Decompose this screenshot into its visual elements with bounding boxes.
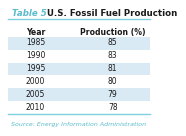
Text: 83: 83: [108, 51, 118, 60]
Text: Table 5: Table 5: [12, 9, 47, 18]
FancyBboxPatch shape: [8, 63, 150, 75]
Text: 2005: 2005: [26, 90, 45, 99]
Text: U.S. Fossil Fuel Production: U.S. Fossil Fuel Production: [47, 9, 177, 18]
Text: 81: 81: [108, 64, 117, 73]
Text: Year: Year: [26, 28, 45, 37]
Text: 1985: 1985: [26, 38, 45, 47]
Text: 80: 80: [108, 77, 118, 86]
Text: 78: 78: [108, 103, 118, 112]
Text: 2000: 2000: [26, 77, 45, 86]
Text: 85: 85: [108, 38, 118, 47]
Text: 79: 79: [108, 90, 118, 99]
FancyBboxPatch shape: [8, 88, 150, 101]
Text: Production (%): Production (%): [80, 28, 145, 37]
Text: 2010: 2010: [26, 103, 45, 112]
Text: 1995: 1995: [26, 64, 45, 73]
Text: 1990: 1990: [26, 51, 45, 60]
Text: Source: Energy Information Administration: Source: Energy Information Administratio…: [11, 122, 146, 127]
FancyBboxPatch shape: [8, 37, 150, 50]
